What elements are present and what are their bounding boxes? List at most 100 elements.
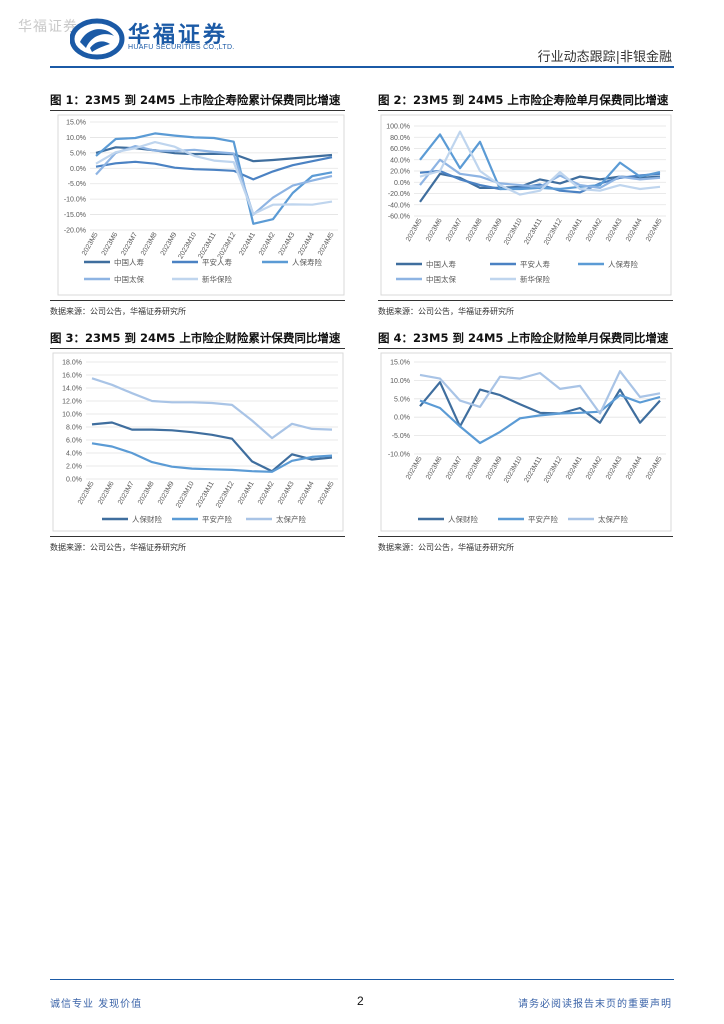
series-line (419, 130, 661, 196)
x-tick-label: 2024M4 (297, 231, 316, 256)
y-tick-label: 0.0% (394, 180, 410, 187)
x-tick-label: 2023M10 (503, 455, 524, 484)
legend-label: 新华保险 (202, 274, 232, 284)
x-tick-label: 2024M5 (317, 480, 336, 505)
legend-label: 人保财险 (132, 514, 162, 524)
chart-2: 100.0% 80.0% 60.0% 40.0% 20.0% 0.0% -20.0% -40.… (380, 114, 672, 296)
y-tick-label: 12.0% (62, 399, 82, 406)
x-tick-label: 2024M3 (278, 231, 297, 256)
x-tick-label: 2023M5 (77, 480, 96, 505)
figure-4: 图 4：23M5 到 24M5 上市险企财险单月保费同比增速 15.0% 10.0… (378, 330, 678, 560)
x-tick-label: 2023M8 (140, 231, 159, 256)
figure-bottom-rule (378, 536, 673, 537)
figure-bottom-rule (50, 536, 345, 537)
y-tick-label: 10.0% (390, 378, 410, 385)
series-line (95, 144, 333, 216)
x-tick-label: 2023M9 (485, 217, 504, 242)
y-tick-label: 8.0% (66, 425, 82, 432)
watermark-text: 华福证券 (18, 19, 78, 35)
legend-label: 平安人寿 (520, 259, 550, 269)
figure-title-rule (50, 110, 345, 111)
x-tick-label: 2023M6 (97, 480, 116, 505)
x-tick-label: 2023M11 (195, 480, 215, 508)
series-line (95, 156, 333, 181)
figure-source: 数据来源：公司公告，华福证券研究所 (50, 307, 186, 316)
series-line (419, 370, 661, 415)
figure-bottom-rule (378, 300, 673, 301)
x-tick-label: 2023M10 (503, 217, 524, 246)
legend-label: 平安产险 (528, 514, 558, 524)
chart-4: 15.0%10.0%5.0%0.0%-5.0%-10.0%2023M5 2023M… (380, 352, 672, 532)
chart-border (52, 352, 344, 532)
figure-3: 图 3：23M5 到 24M5 上市险企财险累计保费同比增速 18.0% 16.0… (50, 330, 350, 560)
header-divider (50, 66, 674, 68)
x-tick-label: 2024M5 (645, 455, 664, 480)
y-tick-label: -60.0% (388, 214, 410, 221)
x-tick-label: 2023M5 (81, 231, 100, 256)
y-tick-label: -20.0% (388, 191, 410, 198)
y-tick-label: 6.0% (66, 438, 82, 445)
y-tick-label: 80.0% (390, 135, 410, 142)
y-tick-label: 100.0% (386, 124, 410, 131)
y-tick-label: 15.0% (66, 120, 86, 127)
chart-border (57, 114, 345, 296)
legend-label: 人保财险 (448, 514, 478, 524)
huafu-logo-icon (70, 18, 125, 60)
figure-title: 图 1：23M5 到 24M5 上市险企寿险累计保费同比增速 (50, 93, 341, 107)
x-tick-label: 2024M2 (585, 217, 604, 242)
legend-label: 太保产险 (598, 514, 628, 524)
chart-1: 15.0% 10.0% 5.0% 0.0% -5.0% -10.0% -15.0% -20.0… (57, 114, 345, 296)
x-tick-label: 2024M5 (317, 231, 336, 256)
x-tick-label: 2023M8 (465, 455, 484, 480)
figure-title-rule (378, 110, 673, 111)
figure-title: 图 3：23M5 到 24M5 上市险企财险累计保费同比增速 (50, 331, 341, 345)
y-tick-label: 60.0% (390, 146, 410, 153)
y-tick-label: 0.0% (70, 166, 86, 173)
series-line (95, 132, 333, 225)
x-tick-label: 2023M10 (175, 480, 196, 509)
x-tick-label: 2023M7 (120, 231, 139, 256)
figure-title: 图 2：23M5 到 24M5 上市险企寿险单月保费同比增速 (378, 93, 669, 107)
series-line (419, 158, 661, 190)
x-tick-label: 2023M7 (445, 217, 464, 242)
x-tick-label: 2023M5 (405, 455, 424, 480)
x-tick-label: 2024M4 (625, 455, 644, 480)
y-tick-label: 20.0% (390, 169, 410, 176)
legend-label: 中国人寿 (426, 259, 456, 269)
series-line (419, 133, 661, 191)
y-tick-label: 10.0% (66, 135, 86, 142)
x-tick-label: 2024M1 (237, 480, 256, 505)
series-line (419, 393, 661, 445)
x-tick-label: 2024M1 (238, 231, 257, 256)
x-tick-label: 2023M8 (465, 217, 484, 242)
x-tick-label: 2023M11 (523, 217, 543, 245)
section-label: 行业动态跟踪|非银金融 (537, 50, 672, 65)
x-tick-label: 2024M3 (605, 455, 624, 480)
x-tick-label: 2023M8 (137, 480, 156, 505)
x-tick-label: 2024M1 (565, 455, 584, 480)
figure-title-rule (50, 348, 345, 349)
series-line (91, 421, 333, 473)
x-tick-label: 2023M12 (217, 231, 238, 260)
page-number: 2 (357, 994, 364, 1008)
footer-disclaimer: 请务必阅读报告末页的重要声明 (518, 999, 672, 1010)
x-tick-label: 2023M5 (405, 217, 424, 242)
y-tick-label: 18.0% (62, 360, 82, 367)
x-tick-label: 2024M1 (565, 217, 584, 242)
legend-label: 中国太保 (426, 274, 456, 284)
series-line (91, 377, 333, 440)
y-tick-label: 15.0% (390, 360, 410, 367)
legend-label: 平安人寿 (202, 257, 232, 267)
x-tick-label: 2023M7 (117, 480, 136, 505)
legend-label: 人保寿险 (292, 257, 322, 267)
x-tick-label: 2024M5 (645, 217, 664, 242)
y-tick-label: -5.0% (68, 181, 86, 188)
figure-source: 数据来源：公司公告，华福证券研究所 (50, 543, 186, 552)
series-line (419, 381, 661, 428)
legend-label: 人保寿险 (608, 259, 638, 269)
brand-name: 华福证券 (128, 23, 229, 48)
y-tick-label: -15.0% (64, 212, 86, 219)
x-tick-label: 2023M12 (543, 217, 564, 246)
x-tick-label: 2023M10 (177, 231, 198, 260)
brand-name-english: HUAFU SECURITIES CO.,LTD. (128, 44, 235, 51)
